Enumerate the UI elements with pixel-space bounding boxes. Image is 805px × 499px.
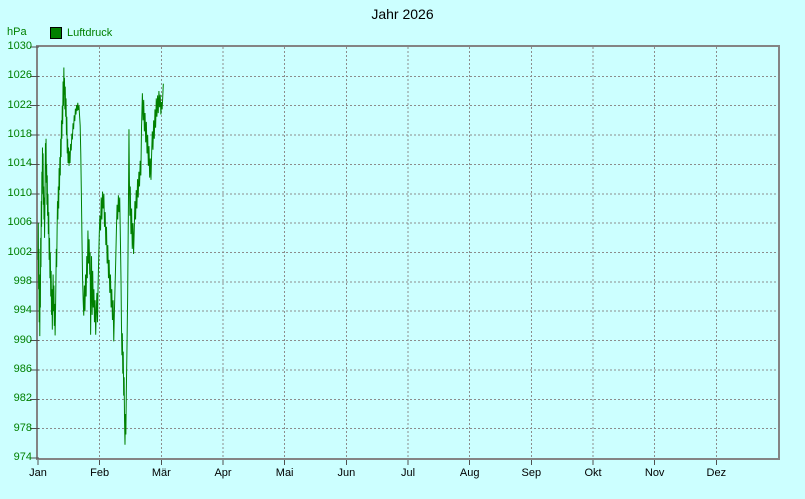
legend-swatch-icon [50, 27, 62, 39]
y-axis-label: 1026 [7, 69, 32, 82]
plot-area [30, 45, 780, 465]
x-axis-label: Jun [337, 467, 356, 479]
y-axis-label: 974 [13, 451, 32, 463]
x-axis-label: Jul [400, 467, 416, 479]
y-axis-label: 990 [13, 333, 32, 346]
x-axis-label: Sep [521, 467, 542, 479]
y-axis-label: 1022 [7, 98, 32, 111]
y-axis-label: 1002 [7, 245, 32, 258]
y-axis-label: 1018 [7, 128, 32, 141]
x-axis-label: Jan [29, 467, 47, 479]
pressure-line [37, 67, 164, 445]
x-axis-label: Okt [584, 467, 602, 479]
legend-label: Luftdruck [67, 27, 113, 39]
y-axis-unit-label: hPa [7, 26, 27, 38]
x-axis-label: Feb [90, 467, 110, 479]
y-axis-label: 1006 [7, 216, 32, 229]
legend: Luftdruck [50, 26, 112, 40]
x-axis-label: Dez [706, 467, 727, 479]
y-axis-label: 982 [13, 392, 32, 405]
y-axis-label: 1010 [7, 186, 32, 199]
y-axis-label: 978 [13, 421, 32, 434]
y-axis-label: 1014 [7, 157, 32, 170]
y-axis-label: 986 [13, 362, 32, 375]
x-axis-label: Mai [275, 467, 294, 479]
y-axis-label: 1030 [7, 40, 32, 52]
chart-title: Jahr 2026 [371, 6, 434, 22]
x-axis-label: Mär [151, 467, 171, 479]
plot-svg [30, 46, 778, 465]
y-axis-label: 994 [13, 304, 32, 317]
x-axis-label: Nov [644, 467, 665, 479]
x-axis-label: Apr [214, 467, 232, 479]
x-axis-label: Aug [459, 467, 480, 479]
y-axis-label: 998 [13, 274, 32, 287]
